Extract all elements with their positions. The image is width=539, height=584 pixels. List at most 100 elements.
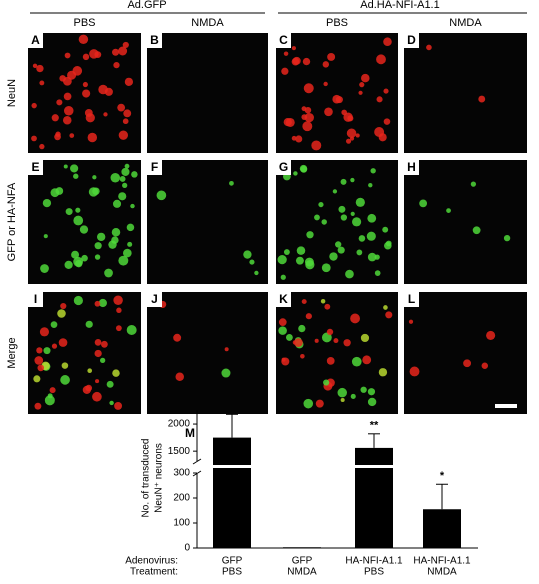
y-tick-label: 200 (173, 493, 190, 504)
x-tick-label: GFP (292, 556, 313, 567)
cell (359, 82, 365, 88)
cell (305, 313, 312, 320)
cell (249, 259, 255, 265)
cell (376, 96, 383, 103)
cell (296, 246, 306, 255)
cell (78, 34, 89, 45)
cell (329, 252, 338, 261)
cell (356, 249, 363, 256)
cell (87, 368, 93, 373)
cell (326, 328, 334, 336)
cell (285, 118, 295, 127)
cell (318, 201, 324, 208)
cell (320, 299, 326, 304)
cell (243, 250, 252, 259)
cell (89, 49, 99, 59)
cell (81, 254, 88, 262)
panel-letter: F (151, 160, 158, 174)
cell (49, 387, 56, 394)
cell (311, 140, 322, 151)
cell (126, 223, 135, 232)
cell (281, 357, 290, 366)
scale-bar (495, 404, 517, 408)
cell (121, 167, 130, 176)
panel-letter-box (276, 160, 291, 175)
cell (322, 61, 330, 68)
cell (355, 197, 365, 207)
panel-letter: C (279, 33, 288, 47)
cell (85, 384, 93, 392)
micrograph (404, 292, 527, 414)
cell (118, 46, 128, 56)
cell (70, 164, 79, 173)
panel-letter-box (147, 292, 162, 307)
cell (278, 326, 287, 335)
cell (118, 130, 128, 140)
row-label: NeuN (6, 79, 18, 107)
cell (94, 254, 101, 260)
cell (100, 340, 108, 348)
micrograph (276, 160, 398, 284)
cell (335, 241, 342, 248)
group-header: Ad.GFP (127, 0, 166, 11)
cell (85, 113, 95, 123)
cell (378, 368, 388, 377)
panel-letter-box (404, 33, 419, 48)
cell (304, 112, 314, 123)
cell (73, 215, 84, 226)
cell (321, 263, 331, 273)
x-tick-label: GFP (222, 556, 243, 567)
cell (118, 255, 129, 266)
cell (277, 254, 287, 265)
cell (113, 295, 123, 305)
panel-letter: A (31, 33, 40, 47)
cell (75, 207, 81, 213)
cell (368, 182, 373, 188)
bar (355, 447, 393, 548)
cell (123, 248, 132, 258)
cell (324, 107, 333, 117)
cell (352, 217, 362, 227)
micrograph (147, 292, 268, 414)
cell (306, 231, 314, 239)
cell (362, 355, 372, 365)
cell (73, 173, 79, 179)
cell (131, 171, 138, 178)
cell (40, 264, 49, 273)
cell (72, 66, 83, 76)
cell (63, 105, 74, 116)
cell (124, 77, 134, 86)
cell (333, 338, 339, 344)
cell (343, 339, 351, 347)
cell (350, 393, 356, 399)
cell (116, 307, 122, 313)
cell (337, 246, 345, 254)
cell (69, 133, 75, 138)
cell (63, 92, 72, 101)
cell (65, 208, 73, 216)
cell (99, 357, 106, 364)
cell (340, 397, 345, 403)
cell (301, 114, 308, 120)
cell (355, 133, 360, 138)
cell (350, 177, 355, 183)
cell (345, 138, 352, 144)
cell (31, 102, 37, 109)
cell (43, 347, 51, 355)
cell (366, 231, 376, 241)
cell (254, 270, 259, 276)
y-axis-label: NeuN⁺ neurons (154, 443, 165, 513)
y-tick-label: 300 (173, 468, 190, 479)
cell (56, 99, 63, 106)
panel-letter-box (276, 292, 291, 307)
cell (94, 242, 102, 250)
cell (358, 235, 366, 242)
cell (92, 175, 97, 180)
x-tick-label: PBS (222, 567, 242, 578)
cell (94, 339, 102, 346)
cell (229, 180, 234, 186)
y-tick-label: 2000 (168, 419, 191, 430)
cell (314, 338, 319, 343)
cell (63, 76, 72, 86)
